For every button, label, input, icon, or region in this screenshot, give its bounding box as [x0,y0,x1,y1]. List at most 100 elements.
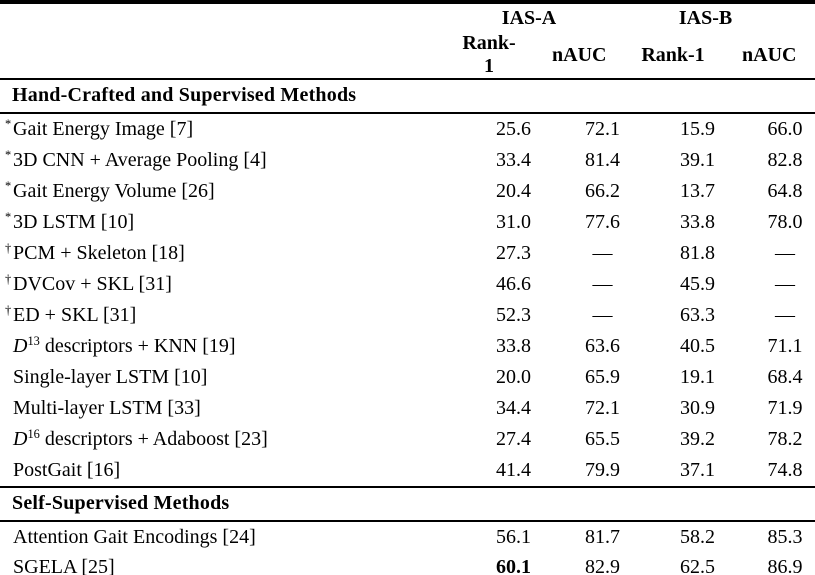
value-cell: 39.1 [680,149,716,171]
method-cell: Attention Gait Encodings [24] [0,521,462,552]
value-cell: 20.4 [496,180,531,202]
table-row: †DVCov + SKL [31] 46.6 — 45.9 — [0,269,815,300]
method-text: DVCov + SKL [31] [13,273,172,295]
value-cell: 34.4 [496,397,531,419]
value-cell: 52.3 [496,304,531,326]
table-row: PostGait [16] 41.4 79.9 37.1 74.8 [0,455,815,487]
value-cell: 33.8 [496,335,531,357]
value-cell: 56.1 [496,525,531,548]
superscript-marker: 16 [27,427,40,442]
value-cell: 71.9 [767,397,803,419]
column-group-ias-a: IAS-A [501,6,557,29]
value-cell: 58.2 [680,525,716,548]
method-text: Attention Gait Encodings [24] [13,525,256,548]
value-cell: 46.6 [496,273,531,295]
value-cell: 65.5 [585,428,620,450]
column-group-ias-b: IAS-B [678,6,733,29]
corner-spacer [0,32,462,79]
value-cell: 33.4 [496,149,531,171]
value-cell: 86.9 [767,555,803,575]
table-row: Multi-layer LSTM [33] 34.4 72.1 30.9 71.9 [0,393,815,424]
method-cell: †PCM + Skeleton [18] [5,241,185,264]
value-cell: 81.4 [585,149,620,171]
method-cell: *Gait Energy Image [7] [5,117,194,140]
value-cell: 77.6 [585,211,620,233]
method-cell: Single-layer LSTM [10] [0,362,462,393]
value-cell: 13.7 [680,180,716,202]
value-cell: 60.1 [496,555,531,575]
value-cell: 39.2 [680,428,716,450]
section-header-row: Hand-Crafted and Supervised Methods [0,78,815,114]
value-cell: 79.9 [585,459,620,481]
section-header: Hand-Crafted and Supervised Methods [0,78,815,114]
corner-spacer [0,2,462,32]
value-cell: 33.8 [680,211,716,233]
missing-value-cell: — [592,242,613,264]
value-cell: 66.0 [767,118,803,140]
value-cell: 27.4 [496,428,531,450]
value-cell: 15.9 [680,118,716,140]
value-cell: 45.9 [680,273,716,295]
method-text: descriptors + KNN [19] [39,335,236,357]
missing-value-cell: — [775,273,796,295]
value-cell: 82.9 [585,555,620,575]
value-cell: 27.3 [496,242,531,264]
missing-value-cell: — [775,304,796,326]
method-text: Gait Energy Image [7] [13,118,194,140]
superscript-marker: 13 [27,334,40,349]
value-cell: 71.1 [767,335,803,357]
column-header-nauc-ias-a: nAUC [552,43,607,66]
value-cell: 74.8 [767,459,803,481]
table-row: †ED + SKL [31] 52.3 — 63.3 — [0,300,815,331]
table-row: Attention Gait Encodings [24] 56.1 81.7 58.… [0,521,815,552]
value-cell: 78.0 [767,211,803,233]
section-header: Self-Supervised Methods [0,486,815,522]
value-cell: 30.9 [680,397,716,419]
table-row: D16 descriptors + Adaboost [23] 27.4 65.5 3… [0,424,815,455]
value-cell: 82.8 [767,149,803,171]
column-group-row: IAS-A IAS-B [0,2,815,32]
value-cell: 62.5 [680,555,716,575]
table-section: Hand-Crafted and Supervised Methods *Gait… [0,78,815,487]
table-row: *3D CNN + Average Pooling [4] 33.4 81.4 39.… [0,145,815,176]
value-cell: 64.8 [767,180,803,202]
column-header-rank1-ias-b: Rank-1 [641,43,705,66]
value-cell: 37.1 [680,459,716,481]
table-section: Self-Supervised Methods Attention Gait En… [0,486,815,575]
method-text: Multi-layer LSTM [33] [13,397,201,419]
method-cell: †ED + SKL [31] [5,303,137,326]
value-cell: 65.9 [585,366,620,388]
table-row: †PCM + Skeleton [18] 27.3 — 81.8 — [0,238,815,269]
method-text: PostGait [16] [13,459,121,481]
method-cell: D16 descriptors + Adaboost [23] [0,424,462,455]
table-row: *Gait Energy Volume [26] 20.4 66.2 13.7 64.8 [0,176,815,207]
table-row: Single-layer LSTM [10] 20.0 65.9 19.1 68.4 [0,362,815,393]
method-text: PCM + Skeleton [18] [13,242,185,264]
table-row: D13 descriptors + KNN [19] 33.8 63.6 40.5 71… [0,331,815,362]
value-cell: 19.1 [680,366,716,388]
method-cell: *3D LSTM [10] [5,210,135,233]
method-cell: *3D CNN + Average Pooling [4] [5,148,267,171]
value-cell: 63.6 [585,335,620,357]
value-cell: 72.1 [585,118,620,140]
method-cell: PostGait [16] [0,455,462,487]
table-header: IAS-A IAS-B Rank-1 nAUC Rank-1 nAUC [0,2,815,79]
value-cell: 40.5 [680,335,716,357]
value-cell: 41.4 [496,459,531,481]
method-text: descriptors + Adaboost [23] [39,428,268,450]
value-cell: 78.2 [767,428,803,450]
method-text: D [13,335,28,357]
method-cell: *Gait Energy Volume [26] [5,179,215,202]
column-header-rank1-ias-a: Rank-1 [462,32,516,77]
value-cell: 68.4 [767,366,803,388]
value-cell: 66.2 [585,180,620,202]
column-subheader-row: Rank-1 nAUC Rank-1 nAUC [0,32,815,79]
method-cell: SGELA [25] [0,552,462,575]
method-text: SGELA [25] [13,555,115,575]
method-text: D [13,428,28,450]
missing-value-cell: — [592,273,613,295]
value-cell: 25.6 [496,118,531,140]
value-cell: 31.0 [496,211,531,233]
method-text: 3D CNN + Average Pooling [4] [13,149,267,171]
